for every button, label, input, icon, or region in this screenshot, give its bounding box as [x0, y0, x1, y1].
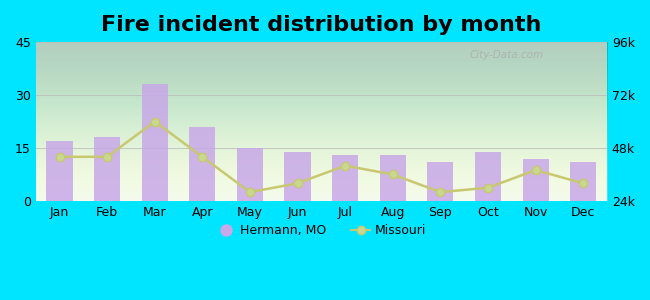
- Bar: [94, 137, 120, 201]
- Bar: [237, 148, 263, 201]
- Bar: [46, 141, 73, 201]
- Bar: [427, 162, 454, 201]
- Text: City-Data.com: City-Data.com: [470, 50, 544, 60]
- Bar: [380, 155, 406, 201]
- Bar: [475, 152, 501, 201]
- Bar: [523, 159, 549, 201]
- Bar: [285, 152, 311, 201]
- Bar: [570, 162, 596, 201]
- Bar: [332, 155, 358, 201]
- Bar: [142, 85, 168, 201]
- Legend: Hermann, MO, Missouri: Hermann, MO, Missouri: [211, 219, 432, 242]
- Title: Fire incident distribution by month: Fire incident distribution by month: [101, 15, 541, 35]
- Bar: [189, 127, 215, 201]
